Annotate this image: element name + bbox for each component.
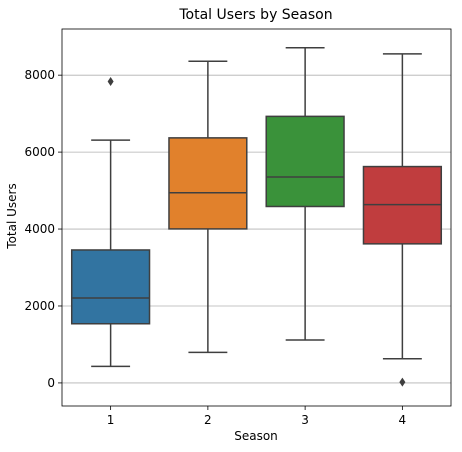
iqr-box [266,116,344,206]
x-tick-label: 4 [399,413,407,427]
y-tick-label: 0 [47,376,55,390]
chart-title: Total Users by Season [178,7,332,23]
x-tick-label: 3 [301,413,309,427]
y-axis-label: Total Users [5,183,19,249]
x-tick-label: 1 [107,413,115,427]
y-tick-label: 4000 [24,222,55,236]
x-tick-label: 2 [204,413,212,427]
iqr-box [72,250,150,324]
y-tick-label: 6000 [24,145,55,159]
x-axis-label: Season [234,429,278,443]
iqr-box [169,138,247,229]
y-tick-label: 2000 [24,299,55,313]
y-tick-label: 8000 [24,68,55,82]
